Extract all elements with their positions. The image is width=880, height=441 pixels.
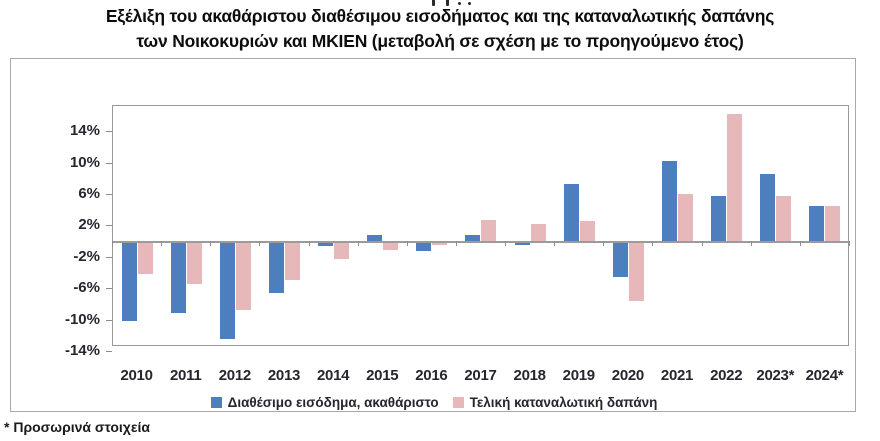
bar-consumption-2017 — [481, 219, 497, 241]
bar-income-2019 — [563, 184, 579, 241]
bar-consumption-2019 — [579, 220, 595, 241]
x-axis-tick — [259, 241, 261, 246]
bar-consumption-2022 — [727, 113, 743, 241]
bar-income-2010 — [121, 242, 137, 322]
bar-consumption-2023 — [776, 196, 792, 241]
x-axis-tick — [554, 241, 556, 246]
x-axis-tick — [849, 241, 850, 246]
y-axis-label: 14% — [69, 122, 100, 140]
x-axis-tick — [505, 241, 507, 246]
x-axis-tick — [308, 241, 310, 246]
x-axis-tick — [603, 241, 605, 246]
bar-consumption-2014 — [334, 242, 350, 260]
bar-consumption-2011 — [186, 242, 202, 284]
y-axis-tick — [106, 256, 112, 258]
cropped-text-fragment — [428, 0, 474, 7]
x-axis-tick — [652, 241, 654, 246]
y-axis-label: -6% — [73, 279, 100, 297]
bar-income-2012 — [219, 242, 235, 340]
bar-consumption-2024 — [825, 205, 841, 241]
x-axis-label: 2016 — [415, 367, 448, 384]
x-axis-tick — [750, 241, 752, 246]
y-axis-tick — [106, 350, 112, 352]
bar-consumption-2021 — [677, 193, 693, 241]
x-axis-tick — [701, 241, 703, 246]
x-axis-label: 2011 — [170, 367, 202, 384]
y-axis-label: -10% — [64, 310, 100, 328]
legend: Διαθέσιμο εισόδημα, ακαθάριστο Τελική κα… — [11, 395, 857, 410]
x-axis-label: 2024* — [805, 367, 844, 384]
legend-item-income: Διαθέσιμο εισόδημα, ακαθάριστο — [210, 395, 439, 410]
y-axis-label: -14% — [64, 341, 100, 359]
bar-income-2020 — [612, 242, 628, 277]
x-axis-label: 2020 — [611, 367, 644, 384]
bar-income-2023 — [760, 174, 776, 241]
legend-item-consumption: Τελική καταναλωτική δαπάνη — [452, 395, 658, 410]
x-axis-tick — [161, 241, 163, 246]
x-axis-label: 2012 — [218, 367, 251, 384]
bar-consumption-2010 — [137, 242, 153, 275]
bar-income-2024 — [809, 206, 825, 241]
bar-income-2018 — [514, 242, 530, 246]
x-axis-label: 2023* — [756, 367, 795, 384]
x-axis-label: 2021 — [660, 367, 694, 384]
bar-consumption-2013 — [284, 242, 300, 280]
x-axis-label: 2010 — [120, 367, 153, 384]
bar-income-2016 — [416, 242, 432, 251]
footnote: * Προσωρινά στοιχεία — [4, 419, 150, 435]
bar-income-2015 — [367, 234, 383, 241]
y-axis-tick — [106, 131, 112, 133]
x-axis-tick — [210, 241, 212, 246]
x-axis-label: 2017 — [464, 367, 497, 384]
bar-income-2013 — [268, 242, 284, 294]
bar-income-2017 — [465, 234, 481, 241]
x-axis-label: 2013 — [267, 367, 301, 384]
bar-consumption-2015 — [383, 242, 399, 250]
bar-income-2014 — [318, 242, 334, 246]
x-axis-label: 2022 — [710, 367, 743, 384]
x-axis-tick — [799, 241, 801, 246]
bar-consumption-2018 — [530, 223, 546, 241]
x-axis-tick — [112, 241, 113, 246]
chart-title-line2: των Νοικοκυριών και ΜΚΙΕΝ (μεταβολή σε σ… — [136, 31, 744, 51]
y-axis-tick — [106, 193, 112, 195]
legend-label-consumption: Τελική καταναλωτική δαπάνη — [469, 395, 658, 410]
x-axis-label: 2019 — [562, 367, 595, 384]
y-axis-label: 6% — [78, 184, 100, 202]
legend-label-income: Διαθέσιμο εισόδημα, ακαθάριστο — [227, 395, 439, 410]
bar-consumption-2012 — [235, 242, 251, 310]
chart-outer-frame: 14% 10% 6% 2% -2% -6% -10% -14% 2010 2011 2012 201… — [10, 58, 856, 412]
y-axis-label: -2% — [73, 247, 100, 265]
y-axis-label: 2% — [78, 216, 100, 234]
x-axis-label: 2018 — [513, 367, 546, 384]
bar-income-2021 — [661, 160, 677, 241]
x-axis-zero-line — [112, 241, 849, 243]
y-axis-tick — [106, 319, 112, 321]
bar-income-2011 — [170, 242, 186, 313]
x-axis-label: 2015 — [366, 367, 399, 384]
chart-title-line1: Εξέλιξη του ακαθάριστου διαθέσιμου εισοδ… — [105, 6, 775, 26]
x-axis-tick — [455, 241, 457, 246]
legend-swatch-consumption — [452, 397, 464, 408]
y-axis-label: 10% — [69, 153, 100, 171]
x-axis-tick — [357, 241, 359, 246]
x-axis-tick — [406, 241, 408, 246]
y-axis-tick — [106, 162, 112, 164]
bar-consumption-2020 — [628, 242, 644, 301]
plot-area — [112, 105, 849, 346]
x-axis-label: 2014 — [317, 367, 350, 384]
bar-income-2022 — [711, 196, 727, 241]
y-axis-tick — [106, 225, 112, 227]
legend-swatch-income — [210, 397, 222, 408]
bar-consumption-2016 — [432, 242, 448, 246]
y-axis-tick — [106, 288, 112, 290]
